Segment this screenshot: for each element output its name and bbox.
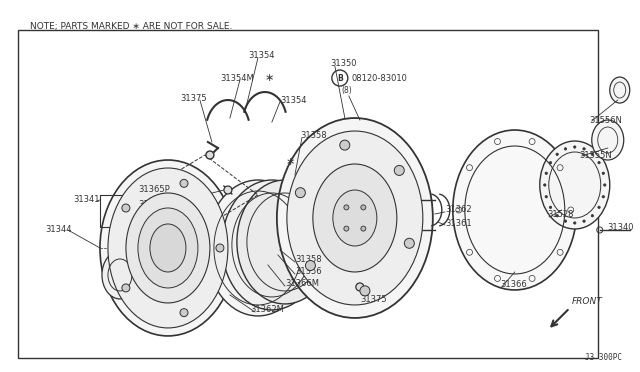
Ellipse shape — [150, 224, 186, 272]
Text: FRONT: FRONT — [572, 297, 602, 306]
Ellipse shape — [610, 77, 630, 103]
Text: 31354M: 31354M — [220, 74, 253, 83]
Ellipse shape — [237, 180, 333, 304]
Circle shape — [545, 172, 547, 174]
Ellipse shape — [126, 193, 210, 303]
Text: 08120-83010: 08120-83010 — [352, 74, 408, 83]
Circle shape — [360, 286, 370, 296]
Circle shape — [296, 188, 305, 198]
Bar — [100, 195, 138, 227]
Text: 31358: 31358 — [295, 256, 321, 264]
Circle shape — [305, 260, 316, 270]
Text: ∗: ∗ — [285, 157, 294, 167]
Circle shape — [543, 184, 546, 186]
Text: 31354: 31354 — [248, 51, 275, 60]
Text: 31366M: 31366M — [285, 279, 319, 288]
Text: 31528: 31528 — [548, 211, 574, 219]
Text: 31375: 31375 — [360, 295, 387, 304]
Circle shape — [549, 206, 552, 209]
Circle shape — [344, 205, 349, 210]
Circle shape — [604, 184, 606, 186]
Ellipse shape — [138, 208, 198, 288]
Circle shape — [216, 244, 224, 252]
Text: 31354: 31354 — [280, 96, 307, 105]
Circle shape — [591, 215, 593, 217]
Ellipse shape — [333, 190, 377, 246]
Circle shape — [573, 222, 576, 224]
Text: B: B — [337, 74, 343, 83]
Circle shape — [361, 205, 366, 210]
Circle shape — [549, 161, 552, 164]
Ellipse shape — [222, 180, 322, 310]
Ellipse shape — [453, 130, 577, 290]
Text: 31362: 31362 — [445, 205, 472, 215]
Text: 31344: 31344 — [45, 225, 72, 234]
Circle shape — [556, 215, 558, 217]
Circle shape — [180, 309, 188, 317]
Circle shape — [404, 238, 414, 248]
Ellipse shape — [540, 141, 610, 229]
Circle shape — [564, 148, 566, 150]
Ellipse shape — [277, 118, 433, 318]
Text: 31555N: 31555N — [580, 151, 612, 160]
Circle shape — [361, 226, 366, 231]
Circle shape — [583, 148, 585, 150]
Text: 31366: 31366 — [500, 280, 527, 289]
Text: ∗: ∗ — [265, 73, 275, 83]
Text: NOTE; PARTS MARKED ∗ ARE NOT FOR SALE.: NOTE; PARTS MARKED ∗ ARE NOT FOR SALE. — [30, 22, 232, 31]
Circle shape — [122, 284, 130, 292]
Text: 31341: 31341 — [73, 196, 99, 205]
Ellipse shape — [102, 251, 138, 299]
Circle shape — [356, 283, 364, 291]
Ellipse shape — [108, 168, 228, 328]
Circle shape — [545, 196, 547, 198]
Circle shape — [206, 151, 214, 159]
Circle shape — [591, 153, 593, 155]
Ellipse shape — [287, 131, 423, 305]
Ellipse shape — [206, 180, 310, 316]
Text: 31358: 31358 — [300, 131, 326, 140]
Text: 31365P: 31365P — [138, 186, 170, 195]
Circle shape — [602, 172, 605, 174]
Circle shape — [598, 206, 600, 209]
Circle shape — [344, 226, 349, 231]
Circle shape — [180, 179, 188, 187]
Text: 31356: 31356 — [295, 267, 321, 276]
Circle shape — [564, 220, 566, 222]
Circle shape — [340, 140, 350, 150]
Text: (8): (8) — [342, 86, 352, 94]
Text: 31340: 31340 — [608, 224, 634, 232]
Circle shape — [122, 204, 130, 212]
Ellipse shape — [100, 160, 236, 336]
Circle shape — [556, 153, 558, 155]
Text: 31375: 31375 — [180, 93, 207, 103]
Circle shape — [394, 166, 404, 176]
Ellipse shape — [592, 120, 624, 160]
Circle shape — [583, 220, 585, 222]
Text: 31556N: 31556N — [590, 116, 623, 125]
Ellipse shape — [313, 164, 397, 272]
Text: J3 300PC: J3 300PC — [585, 353, 621, 362]
Text: 31350: 31350 — [330, 58, 356, 68]
Text: 31362M: 31362M — [250, 305, 284, 314]
Bar — [18, 30, 598, 358]
Circle shape — [224, 186, 232, 194]
Circle shape — [598, 161, 600, 164]
Text: 31361: 31361 — [445, 219, 472, 228]
Circle shape — [602, 196, 605, 198]
Circle shape — [573, 146, 576, 148]
Text: 31364: 31364 — [138, 201, 164, 209]
